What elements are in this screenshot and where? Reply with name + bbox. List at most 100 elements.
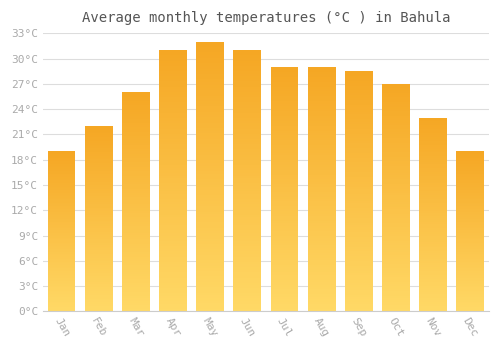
Bar	[308, 197, 336, 199]
Bar	[159, 212, 187, 215]
Bar	[270, 202, 298, 204]
Bar	[345, 261, 373, 264]
Bar	[382, 284, 410, 286]
Bar	[308, 140, 336, 143]
Bar	[159, 290, 187, 293]
Bar	[234, 123, 262, 126]
Bar	[456, 257, 484, 259]
Bar	[419, 228, 447, 230]
Bar	[382, 116, 410, 118]
Bar	[196, 133, 224, 136]
Bar	[48, 284, 76, 286]
Bar	[270, 170, 298, 172]
Bar	[270, 118, 298, 121]
Bar	[270, 175, 298, 177]
Bar	[122, 187, 150, 189]
Bar	[48, 198, 76, 199]
Bar	[85, 213, 112, 215]
Bar	[85, 126, 112, 128]
Bar	[234, 246, 262, 249]
Bar	[196, 128, 224, 131]
Bar	[122, 127, 150, 130]
Bar	[308, 267, 336, 270]
Bar	[345, 134, 373, 136]
Bar	[122, 169, 150, 171]
Bar	[122, 281, 150, 283]
Bar	[196, 147, 224, 149]
Bar	[270, 167, 298, 170]
Bar	[196, 163, 224, 166]
Bar	[159, 233, 187, 236]
Bar	[159, 94, 187, 97]
Bar	[48, 191, 76, 193]
Bar	[122, 246, 150, 248]
Bar	[234, 152, 262, 155]
Bar	[159, 280, 187, 283]
Bar	[419, 246, 447, 247]
Bar	[85, 293, 112, 295]
Bar	[308, 82, 336, 84]
Bar	[345, 158, 373, 160]
Bar	[196, 63, 224, 66]
Bar	[85, 265, 112, 267]
Bar	[196, 174, 224, 176]
Bar	[270, 148, 298, 150]
Bar	[345, 290, 373, 292]
Bar	[456, 247, 484, 249]
Bar	[345, 208, 373, 211]
Bar	[122, 219, 150, 222]
Bar	[196, 276, 224, 279]
Bar	[382, 223, 410, 225]
Bar	[234, 236, 262, 238]
Bar	[382, 132, 410, 134]
Bar	[159, 306, 187, 309]
Bar	[345, 300, 373, 302]
Bar	[382, 166, 410, 168]
Bar	[345, 218, 373, 220]
Bar	[196, 295, 224, 298]
Bar	[122, 305, 150, 307]
Bar	[196, 125, 224, 128]
Bar	[234, 97, 262, 100]
Bar	[196, 285, 224, 287]
Bar	[270, 280, 298, 282]
Bar	[196, 106, 224, 109]
Bar	[85, 260, 112, 261]
Bar	[382, 150, 410, 152]
Bar	[85, 165, 112, 167]
Bar	[85, 183, 112, 186]
Bar	[234, 165, 262, 168]
Bar	[456, 206, 484, 207]
Bar	[308, 72, 336, 74]
Bar	[85, 269, 112, 271]
Bar	[345, 189, 373, 191]
Bar	[122, 147, 150, 149]
Bar	[196, 42, 224, 44]
Bar	[308, 265, 336, 267]
Bar	[159, 82, 187, 84]
Bar	[85, 158, 112, 159]
Bar	[48, 256, 76, 257]
Bar	[382, 218, 410, 220]
Bar	[48, 243, 76, 244]
Bar	[234, 183, 262, 186]
Bar	[85, 223, 112, 224]
Bar	[85, 302, 112, 304]
Bar	[456, 238, 484, 239]
Bar	[456, 279, 484, 281]
Bar	[308, 131, 336, 133]
Bar	[48, 286, 76, 287]
Bar	[196, 104, 224, 106]
Bar	[308, 177, 336, 180]
Bar	[159, 207, 187, 210]
Bar	[122, 92, 150, 95]
Bar	[159, 220, 187, 223]
Bar	[419, 203, 447, 205]
Bar	[85, 132, 112, 133]
Bar	[48, 169, 76, 170]
Bar	[48, 246, 76, 247]
Bar	[122, 283, 150, 285]
Bar	[456, 182, 484, 183]
Bar	[48, 230, 76, 231]
Bar	[159, 173, 187, 176]
